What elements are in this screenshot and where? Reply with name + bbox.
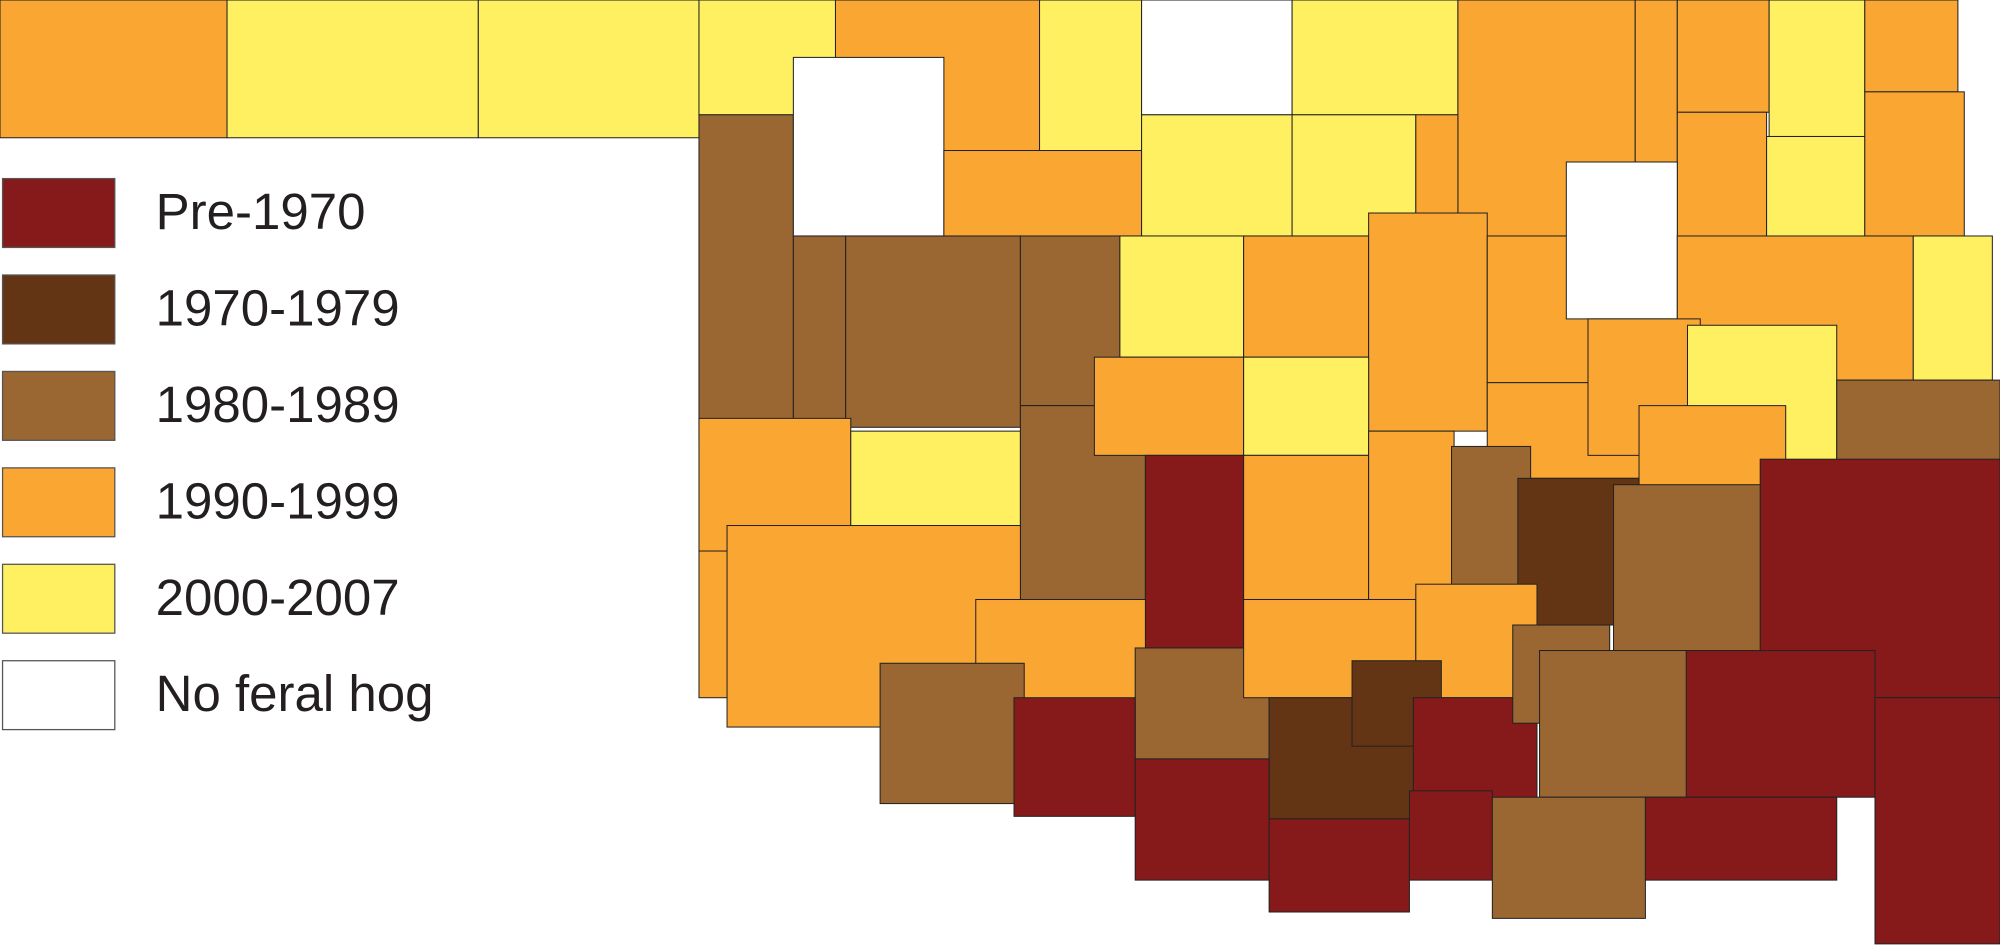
legend-label: Pre-1970 [156,183,366,240]
county [1119,235,1245,358]
legend-swatch [1,467,116,538]
legend-label: 2000-2007 [156,569,400,626]
county [226,0,479,139]
county [1368,430,1455,601]
county [1243,235,1370,358]
county [1864,0,1959,93]
legend-label: No feral hog [156,665,434,722]
county [1676,0,1770,113]
county [792,235,847,441]
county [1141,0,1293,116]
legend-label: 1990-1999 [156,472,400,529]
legend-swatch [1,274,116,345]
county [1644,796,1838,881]
county [850,430,1021,527]
county [1539,650,1710,798]
county [1291,0,1459,116]
county [0,0,228,139]
legend-swatch [1,177,116,249]
county [1766,135,1866,256]
county [1874,697,2000,945]
legend-swatch [1,660,116,731]
county [1243,356,1370,456]
county [1491,796,1646,919]
legend: Pre-1970 1970-1979 1980-1989 1990-1999 2000-… [1,177,434,731]
legend-label: 1980-1989 [156,376,400,433]
county [1685,650,1876,798]
county [1676,111,1768,256]
county [477,0,700,139]
county [1013,697,1136,817]
legend-swatch [1,370,116,441]
county [1268,818,1410,913]
county [1613,484,1787,674]
county [698,114,794,441]
county [879,662,1025,805]
legend-label: 1970-1979 [156,279,400,336]
county [943,150,1143,237]
county [1912,235,1993,381]
county [792,56,945,237]
county [1243,454,1370,601]
county [845,235,1021,428]
county [1565,161,1678,320]
county [1144,454,1245,649]
county [1408,790,1493,881]
county [1141,114,1293,237]
county [1134,758,1270,881]
county [1864,91,1965,237]
county [1634,0,1678,163]
county [1368,212,1488,432]
county [1093,356,1245,456]
legend-swatch [1,563,116,634]
county [1768,0,1866,137]
county [1412,697,1538,807]
county [1039,0,1143,152]
